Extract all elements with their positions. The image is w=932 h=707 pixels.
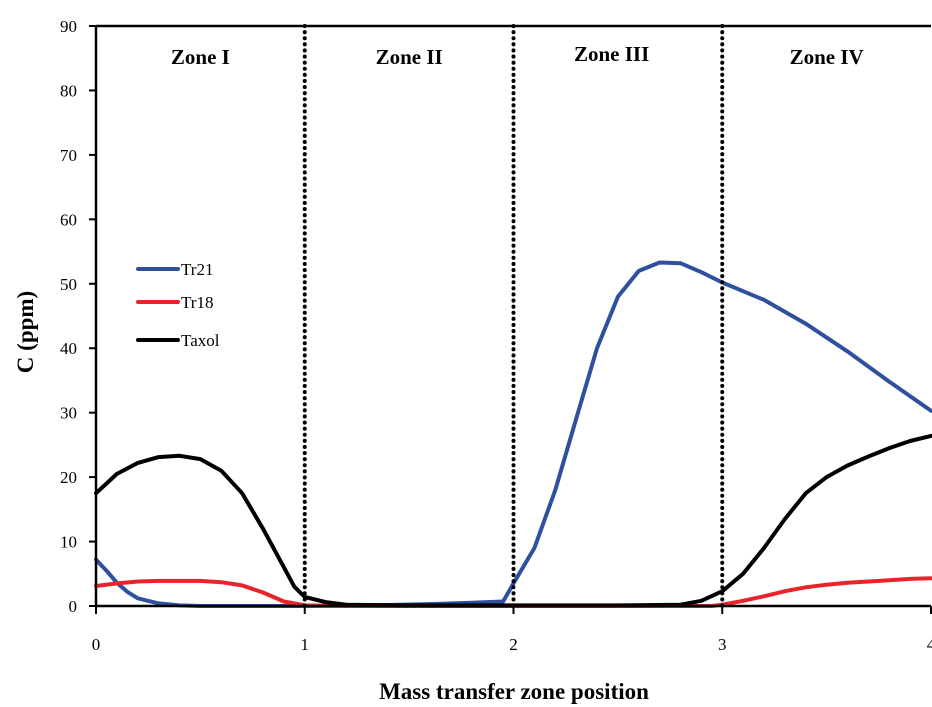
x-axis-title: Mass transfer zone position: [379, 679, 649, 704]
zone-dividers: [302, 24, 725, 608]
legend-label-taxol: Taxol: [181, 331, 220, 350]
x-tick-label: 3: [718, 635, 727, 654]
y-tick-label: 10: [60, 533, 77, 552]
x-tick-label: 4: [927, 635, 932, 654]
y-tick-label: 40: [60, 339, 77, 358]
x-tick-label: 0: [92, 635, 101, 654]
x-tick-label: 2: [509, 635, 518, 654]
y-axis-title: C (ppm): [13, 291, 38, 373]
y-tick-label: 20: [60, 468, 77, 487]
zone-label-1: Zone I: [171, 45, 230, 69]
y-tick-label: 60: [60, 210, 77, 229]
zone-label-2: Zone II: [376, 45, 443, 69]
y-tick-label: 70: [60, 146, 77, 165]
legend-label-tr21: Tr21: [181, 260, 213, 279]
ticks: 0 10 20 30 40 50 60 70 80 90 0 1 2 3 4: [60, 17, 932, 654]
zone-label-3: Zone III: [574, 42, 649, 66]
y-tick-label: 50: [60, 275, 77, 294]
y-tick-label: 30: [60, 404, 77, 423]
x-tick-label: 1: [301, 635, 310, 654]
legend-label-tr18: Tr18: [181, 293, 213, 312]
y-tick-label: 90: [60, 17, 77, 36]
y-tick-label: 0: [69, 597, 78, 616]
zone-labels: Zone I Zone II Zone III Zone IV: [171, 42, 864, 69]
legend: Tr21 Tr18 Taxol: [136, 260, 220, 350]
zone-label-4: Zone IV: [790, 45, 864, 69]
y-tick-label: 80: [60, 81, 77, 100]
